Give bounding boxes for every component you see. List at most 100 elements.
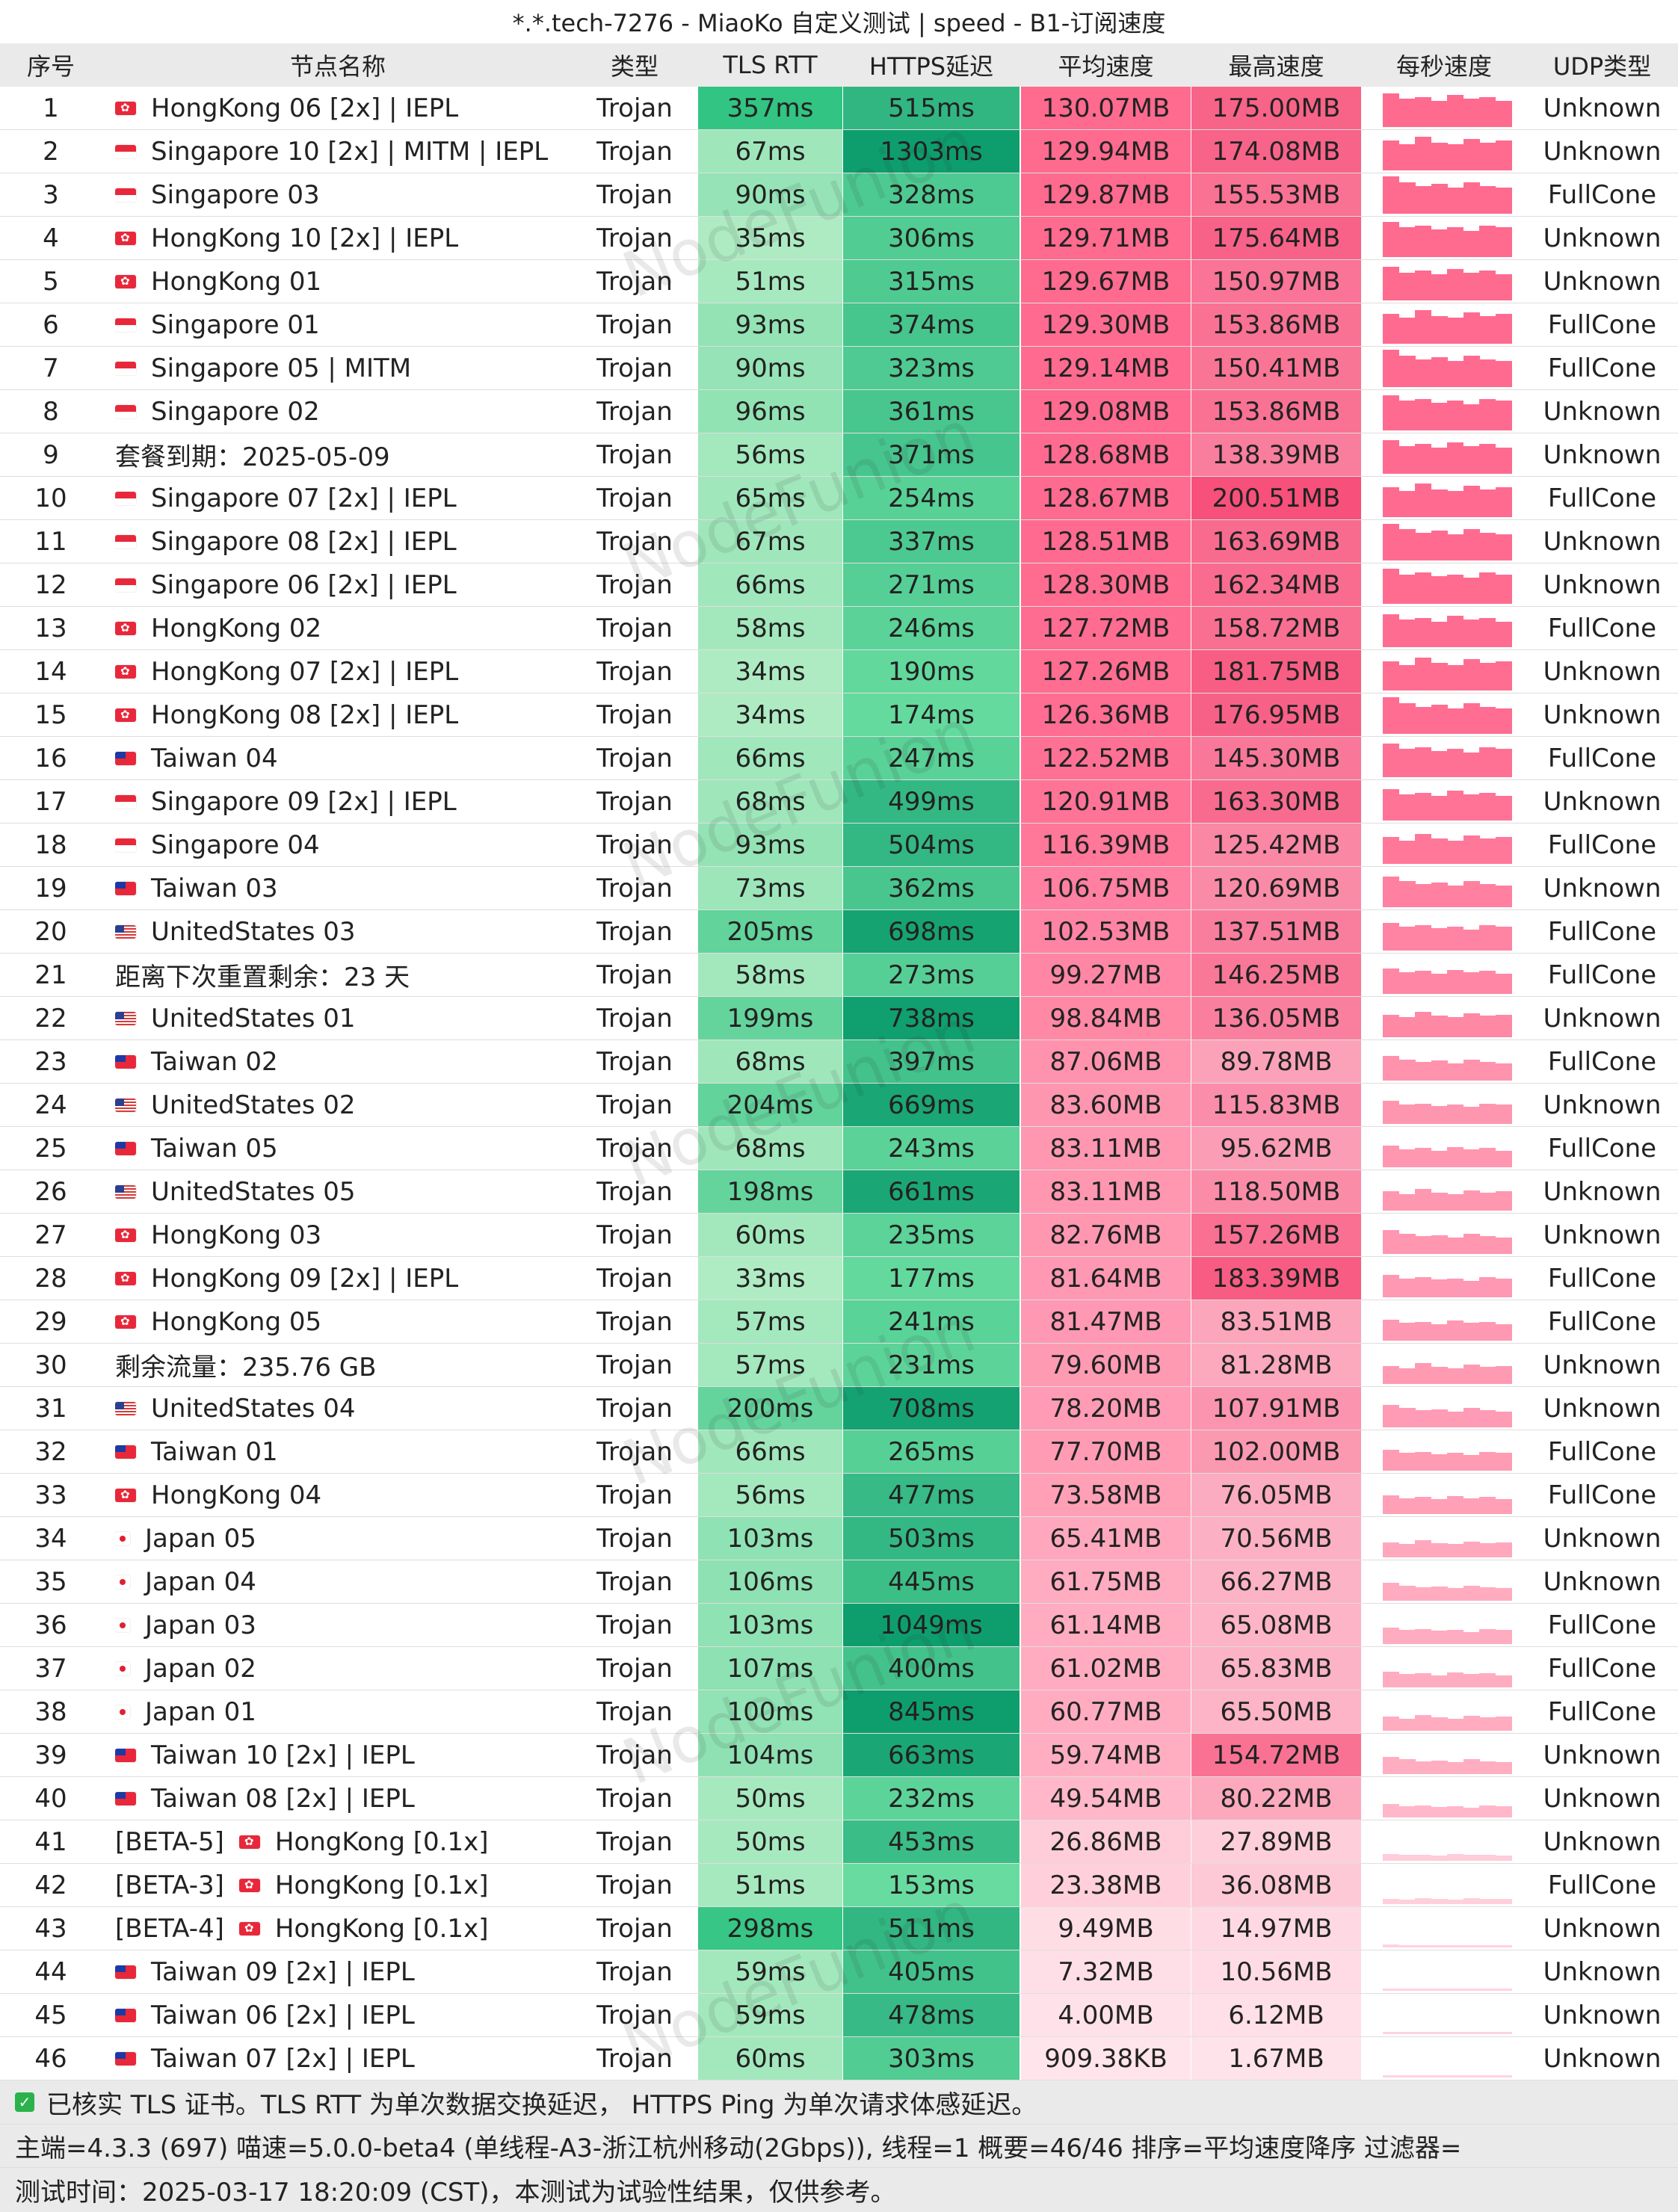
sparkline-bar bbox=[1383, 1899, 1399, 1904]
average-speed: 102.53MB bbox=[1021, 910, 1191, 953]
table-row: 32 Taiwan 01 Trojan 66ms 265ms 77.70MB 102.00M… bbox=[0, 1430, 1678, 1474]
https-latency: 478ms bbox=[843, 1994, 1020, 2036]
sparkline-bar bbox=[1383, 968, 1399, 994]
tls-rtt: 93ms bbox=[698, 303, 842, 346]
sparkline-bar bbox=[1447, 95, 1463, 127]
per-second-speed-sparkline bbox=[1383, 696, 1512, 734]
sparkline-bar bbox=[1447, 144, 1463, 170]
node-name-cell: UnitedStates 02 bbox=[115, 1084, 574, 1126]
sparkline-bar bbox=[1431, 883, 1448, 907]
node-name-cell: HongKong 05 bbox=[115, 1300, 574, 1343]
sparkline-bar bbox=[1463, 794, 1480, 821]
https-latency: 243ms bbox=[843, 1127, 1020, 1170]
sparkline-bar bbox=[1415, 1761, 1431, 1774]
row-index: 10 bbox=[34, 483, 67, 513]
max-speed: 157.26MB bbox=[1191, 1214, 1361, 1256]
sparkline-bar bbox=[1495, 1105, 1512, 1124]
table-row: 1 HongKong 06 [2x] | IEPL Trojan 357ms515ms… bbox=[0, 87, 1678, 130]
protocol-type: Trojan bbox=[596, 2000, 673, 2030]
row-index: 39 bbox=[34, 1740, 67, 1770]
average-speed: 61.14MB bbox=[1021, 1604, 1191, 1646]
udp-type: Unknown bbox=[1543, 1003, 1662, 1034]
https-latency: 400ms bbox=[843, 1647, 1020, 1690]
sparkline-bar bbox=[1479, 572, 1496, 604]
average-speed: 128.67MB bbox=[1021, 477, 1191, 519]
sparkline-bar bbox=[1415, 1104, 1431, 1124]
sparkline-bar bbox=[1495, 101, 1512, 127]
max-speed: 154.72MB bbox=[1191, 1734, 1361, 1776]
https-latency: 265ms bbox=[843, 1430, 1020, 1473]
row-index: 38 bbox=[34, 1696, 67, 1727]
node-name: Taiwan 04 bbox=[151, 743, 278, 773]
sparkline-bar bbox=[1398, 273, 1416, 300]
node-name: HongKong [0.1x] bbox=[274, 1826, 489, 1857]
tls-rtt: 66ms bbox=[698, 563, 842, 606]
row-index: 22 bbox=[34, 1003, 67, 1034]
us-flag-icon bbox=[115, 1011, 136, 1025]
https-latency: 504ms bbox=[843, 824, 1020, 866]
sparkline-bar bbox=[1398, 1498, 1416, 1514]
table-header: 序号 节点名称 类型 TLS RTT HTTPS延迟 平均速度 最高速度 每秒速… bbox=[0, 43, 1678, 87]
sparkline-bar bbox=[1431, 1409, 1448, 1427]
sparkline-bar bbox=[1463, 972, 1480, 994]
sparkline-bar bbox=[1447, 188, 1463, 214]
udp-type: FullCone bbox=[1547, 1306, 1657, 1337]
sparkline-bar bbox=[1447, 927, 1463, 951]
sparkline-bar bbox=[1398, 1674, 1416, 1687]
node-name: Singapore 01 bbox=[151, 309, 320, 340]
sparkline-bar bbox=[1415, 572, 1431, 604]
per-second-speed-sparkline bbox=[1383, 1043, 1512, 1081]
node-name-cell: Japan 03 bbox=[115, 1604, 574, 1646]
sparkline-bar bbox=[1495, 1015, 1512, 1037]
sparkline-bar bbox=[1479, 1989, 1496, 1991]
tls-rtt: 34ms bbox=[698, 650, 842, 693]
tw-flag-icon bbox=[115, 1965, 136, 1979]
tls-rtt: 106ms bbox=[698, 1560, 842, 1603]
row-index: 33 bbox=[34, 1480, 67, 1510]
sparkline-bar bbox=[1495, 974, 1512, 994]
tls-rtt: 200ms bbox=[698, 1387, 842, 1430]
https-latency: 405ms bbox=[843, 1950, 1020, 1993]
node-name-cell: Japan 04 bbox=[115, 1560, 574, 1603]
sparkline-bar bbox=[1463, 1013, 1480, 1037]
sparkline-bar bbox=[1415, 1989, 1431, 1991]
hk-flag-icon bbox=[115, 706, 136, 723]
sparkline-bar bbox=[1495, 749, 1512, 777]
sparkline-bar bbox=[1383, 744, 1399, 777]
hk-flag-icon bbox=[115, 1226, 136, 1243]
node-name-cell: 套餐到期：2025-05-09 bbox=[115, 433, 574, 476]
sparkline-bar bbox=[1495, 1762, 1512, 1774]
sparkline-bar bbox=[1431, 1279, 1448, 1297]
sparkline-bar bbox=[1415, 884, 1431, 907]
https-latency: 337ms bbox=[843, 520, 1020, 563]
sparkline-bar bbox=[1495, 1366, 1512, 1384]
average-speed: 49.54MB bbox=[1021, 1777, 1191, 1820]
node-name-cell: Japan 05 bbox=[115, 1517, 574, 1560]
sparkline-bar bbox=[1398, 144, 1416, 170]
sparkline-bar bbox=[1479, 1717, 1496, 1731]
sparkline-bar bbox=[1447, 791, 1463, 821]
header-avg-speed: 平均速度 bbox=[1058, 52, 1154, 81]
sparkline-bar bbox=[1383, 1628, 1399, 1644]
sparkline-bar bbox=[1447, 2032, 1463, 2034]
node-name: HongKong 04 bbox=[151, 1480, 322, 1510]
sparkline-bar bbox=[1431, 531, 1448, 560]
protocol-type: Trojan bbox=[596, 136, 673, 167]
udp-type: Unknown bbox=[1543, 1090, 1662, 1120]
header-index: 序号 bbox=[26, 52, 75, 81]
sparkline-bar bbox=[1495, 1324, 1512, 1341]
protocol-type: Trojan bbox=[596, 1740, 673, 1770]
https-latency: 315ms bbox=[843, 260, 1020, 303]
header-type: 类型 bbox=[610, 52, 658, 81]
sparkline-bar bbox=[1463, 578, 1480, 604]
per-second-speed-sparkline bbox=[1383, 1953, 1512, 1991]
tls-rtt: 205ms bbox=[698, 910, 842, 953]
table-row: 15 HongKong 08 [2x] | IEPL Trojan 34ms174ms… bbox=[0, 693, 1678, 737]
tls-rtt: 198ms bbox=[698, 1170, 842, 1213]
per-second-speed-sparkline bbox=[1383, 1867, 1512, 1904]
sparkline-bar bbox=[1383, 267, 1399, 300]
sparkline-bar bbox=[1479, 1945, 1496, 1947]
sparkline-bar bbox=[1479, 2075, 1496, 2077]
sparkline-bar bbox=[1495, 401, 1512, 430]
sparkline-bar bbox=[1479, 1543, 1496, 1557]
